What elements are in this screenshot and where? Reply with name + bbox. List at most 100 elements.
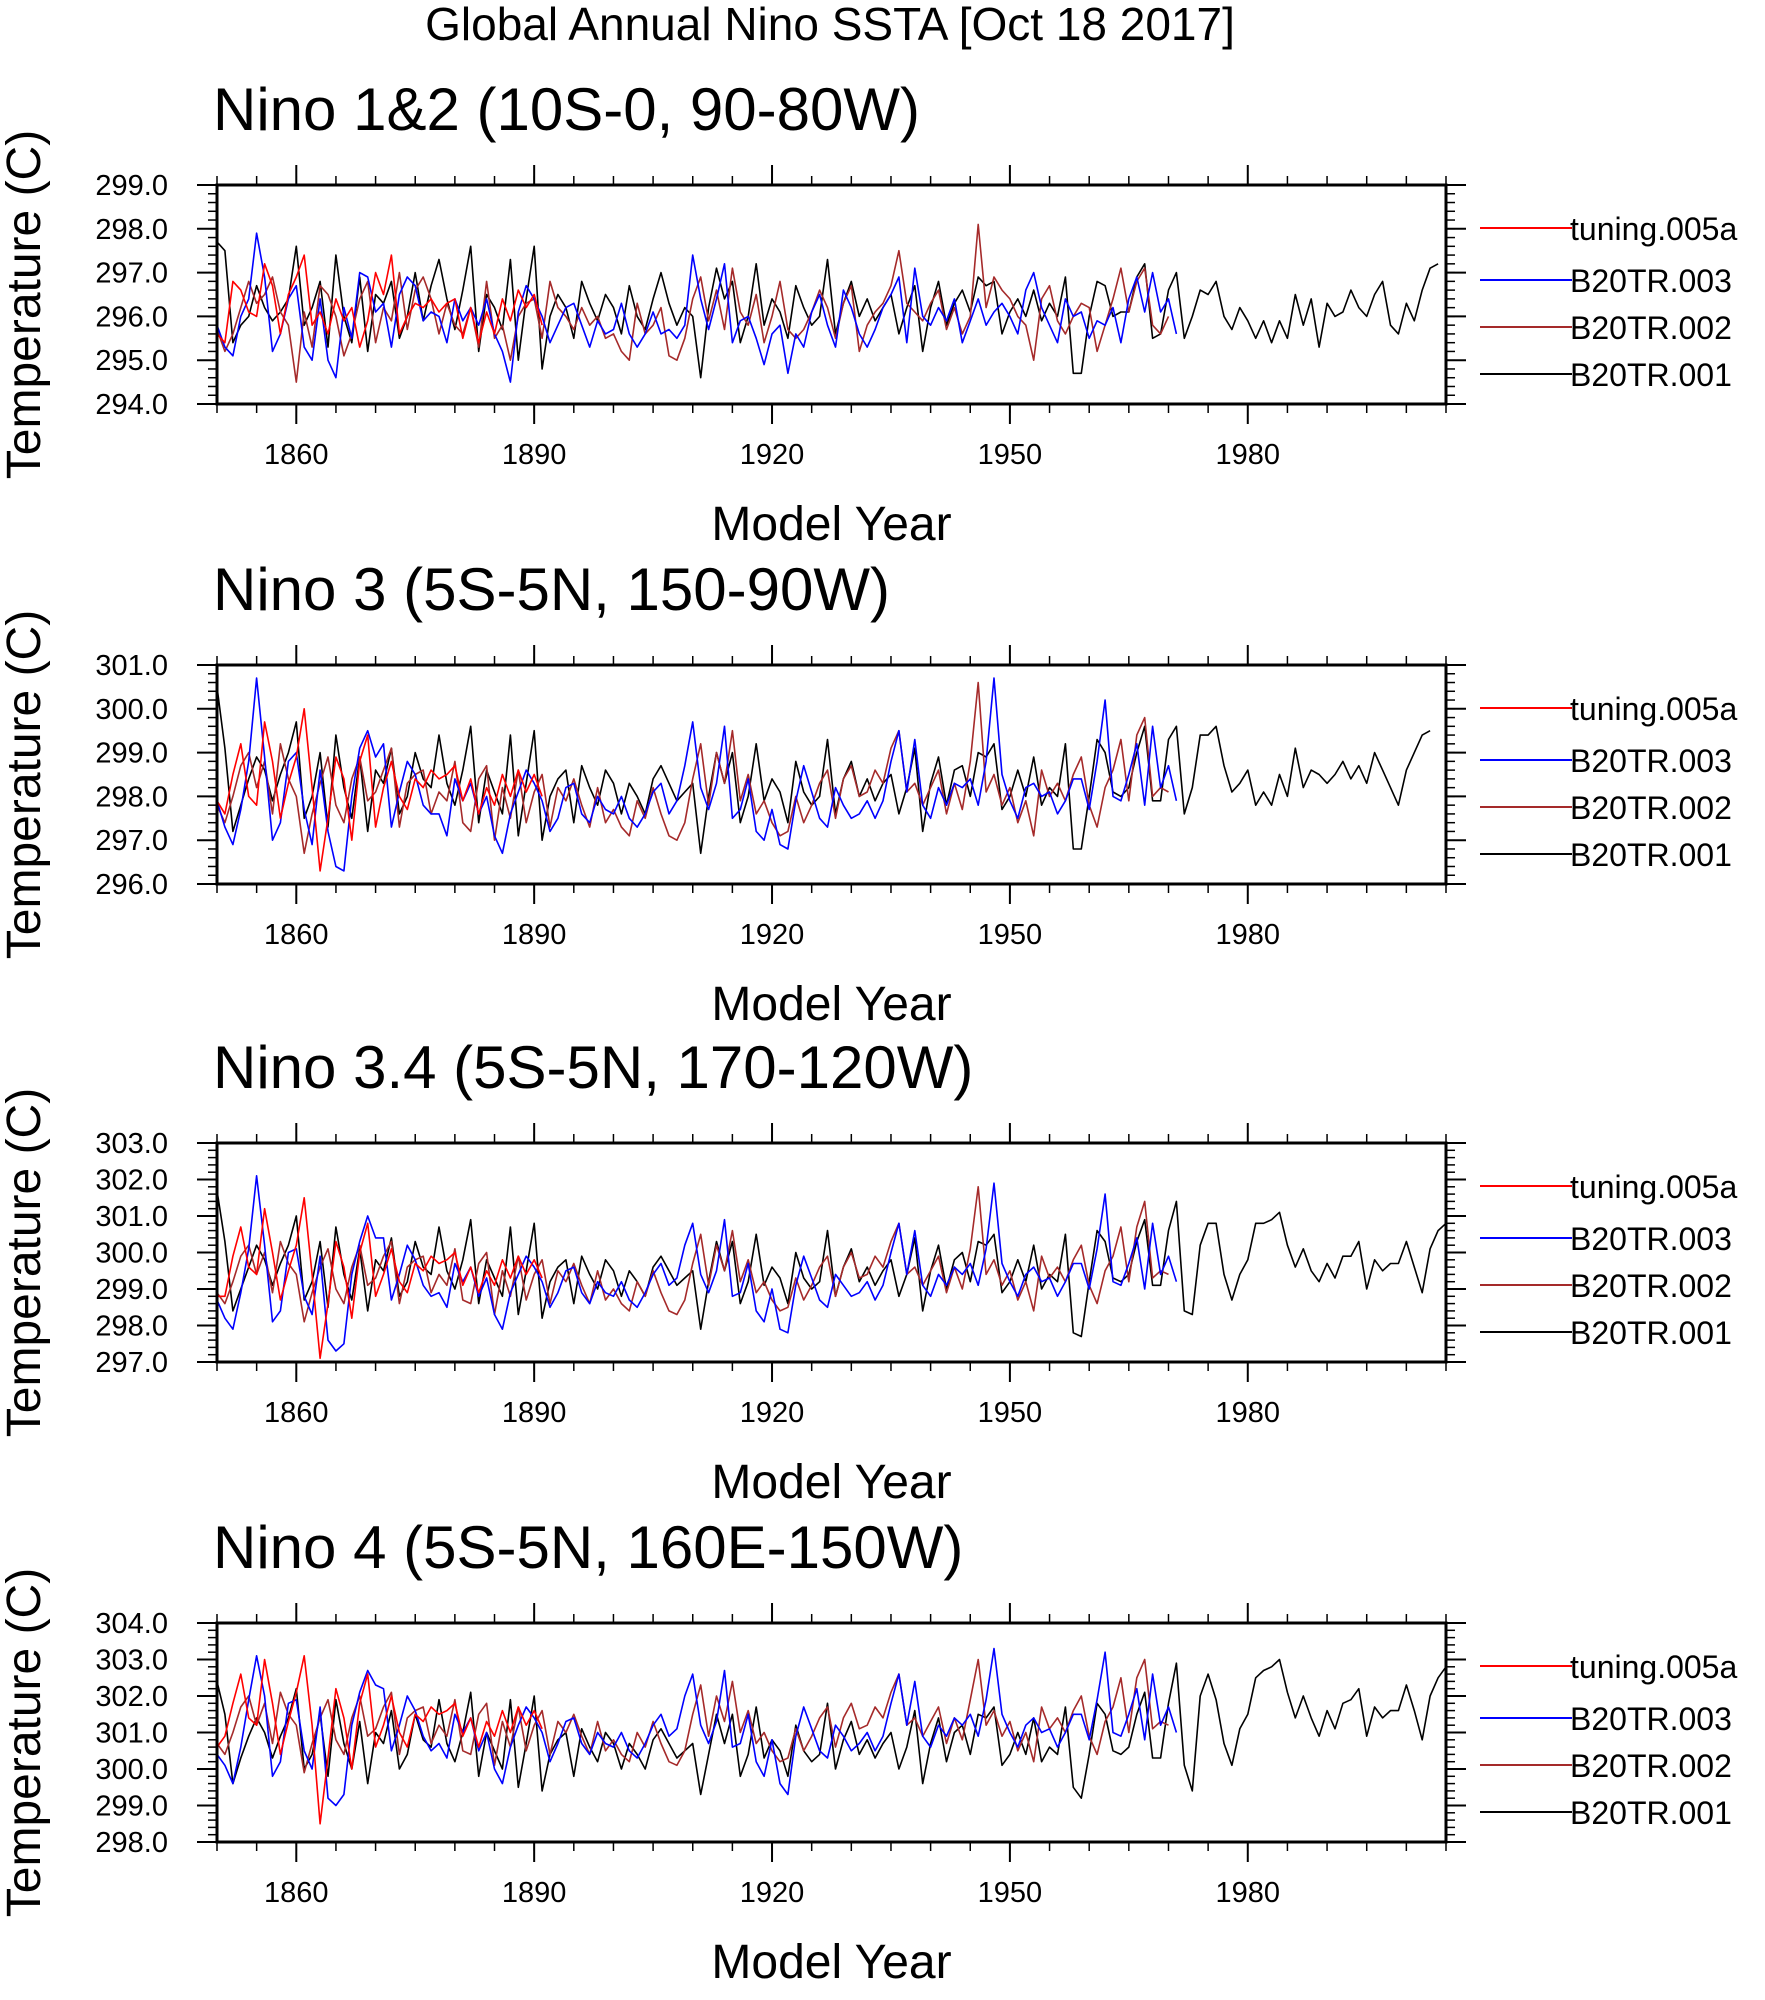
x-tick-label: 1890	[502, 1397, 567, 1429]
legend-label: B20TR.003	[1570, 263, 1732, 299]
x-tick-label: 1860	[264, 439, 329, 471]
series-line-b20tr-002	[216, 1186, 1169, 1323]
y-tick-label: 303.0	[95, 1128, 168, 1160]
panel-title: Nino 3 (5S-5N, 150-90W)	[213, 556, 890, 623]
x-axis-title: Model Year	[711, 978, 951, 1031]
x-tick-label: 1920	[740, 1877, 805, 1909]
legend-label: B20TR.001	[1570, 837, 1732, 873]
y-tick-label: 298.0	[95, 1827, 168, 1859]
legend-label: B20TR.002	[1570, 310, 1732, 346]
figure-title: Global Annual Nino SSTA [Oct 18 2017]	[425, 0, 1235, 50]
series-line-b20tr-001	[216, 686, 1431, 855]
series-line-b20tr-003	[216, 1175, 1178, 1352]
x-tick-label: 1950	[978, 1877, 1043, 1909]
legend-label: B20TR.003	[1570, 743, 1732, 779]
plot-frame	[215, 663, 1448, 886]
series-line-b20tr-003	[216, 1647, 1178, 1807]
y-tick-label: 299.0	[95, 1791, 168, 1823]
y-tick-label: 297.0	[95, 1347, 168, 1379]
panel-title: Nino 1&2 (10S-0, 90-80W)	[213, 76, 920, 143]
panel-title: Nino 3.4 (5S-5N, 170-120W)	[213, 1034, 973, 1101]
y-tick-label: 302.0	[95, 1165, 168, 1197]
legend-label: B20TR.002	[1570, 790, 1732, 826]
legend-label: B20TR.001	[1570, 1795, 1732, 1831]
x-tick-label: 1890	[502, 439, 567, 471]
x-tick-label: 1920	[740, 919, 805, 951]
y-tick-label: 302.0	[95, 1681, 168, 1713]
series-line-tuning-005a	[216, 1655, 543, 1825]
series-line-b20tr-001	[216, 1658, 1447, 1799]
x-tick-label: 1920	[740, 1397, 805, 1429]
x-axis-title: Model Year	[711, 1936, 951, 1989]
y-tick-label: 300.0	[95, 694, 168, 726]
x-tick-label: 1920	[740, 439, 805, 471]
legend-label: B20TR.003	[1570, 1221, 1732, 1257]
plot-frame	[215, 183, 1448, 406]
series-line-b20tr-002	[216, 223, 1170, 383]
plot-frame	[215, 1141, 1448, 1364]
series-line-b20tr-003	[216, 232, 1178, 383]
panel-nino-4: Nino 4 (5S-5N, 160E-150W) Temperature (C)…	[0, 1514, 1737, 1989]
legend-label: tuning.005a	[1570, 691, 1737, 727]
y-tick-label: 299.0	[95, 738, 168, 770]
series-line-b20tr-001	[216, 1190, 1447, 1338]
legend-label: tuning.005a	[1570, 1649, 1737, 1685]
x-axis-title: Model Year	[711, 498, 951, 551]
x-axis-title: Model Year	[711, 1456, 951, 1509]
series-line-b20tr-002	[216, 681, 1169, 855]
legend-label: tuning.005a	[1570, 211, 1737, 247]
y-tick-label: 298.0	[95, 1311, 168, 1343]
x-tick-label: 1860	[264, 1877, 329, 1909]
x-tick-label: 1980	[1216, 919, 1281, 951]
y-axis-title: Temperature (C)	[0, 1088, 51, 1437]
y-tick-label: 303.0	[95, 1645, 168, 1677]
series-line-b20tr-003	[216, 677, 1178, 872]
y-tick-label: 298.0	[95, 781, 168, 813]
plot-frame	[215, 1621, 1448, 1844]
x-tick-label: 1860	[264, 919, 329, 951]
y-axis-title: Temperature (C)	[0, 610, 51, 959]
x-tick-label: 1980	[1216, 439, 1281, 471]
x-tick-label: 1950	[978, 1397, 1043, 1429]
legend-label: B20TR.001	[1570, 357, 1732, 393]
legend-label: B20TR.002	[1570, 1268, 1732, 1304]
legend-label: tuning.005a	[1570, 1169, 1737, 1205]
y-tick-label: 296.0	[95, 869, 168, 901]
y-tick-label: 304.0	[95, 1608, 168, 1640]
y-tick-label: 297.0	[95, 258, 168, 290]
x-tick-label: 1890	[502, 919, 567, 951]
y-tick-label: 301.0	[95, 1201, 168, 1233]
y-tick-label: 300.0	[95, 1754, 168, 1786]
x-tick-label: 1980	[1216, 1397, 1281, 1429]
series-line-tuning-005a	[217, 1197, 543, 1360]
series-line-tuning-005a	[216, 707, 543, 872]
x-tick-label: 1950	[978, 919, 1043, 951]
panel-title: Nino 4 (5S-5N, 160E-150W)	[213, 1514, 963, 1581]
series-line-tuning-005a	[216, 254, 543, 348]
panel-nino-3: Nino 3 (5S-5N, 150-90W) Temperature (C) Mo…	[0, 556, 1737, 1031]
legend-label: B20TR.001	[1570, 1315, 1732, 1351]
y-tick-label: 294.0	[95, 389, 168, 421]
y-tick-label: 296.0	[95, 301, 168, 333]
y-tick-label: 299.0	[95, 1274, 168, 1306]
x-tick-label: 1950	[978, 439, 1043, 471]
y-tick-label: 299.0	[95, 170, 168, 202]
y-axis-title: Temperature (C)	[0, 1568, 51, 1917]
x-tick-label: 1890	[502, 1877, 567, 1909]
x-tick-label: 1980	[1216, 1877, 1281, 1909]
y-tick-label: 295.0	[95, 345, 168, 377]
legend-label: B20TR.003	[1570, 1701, 1732, 1737]
panel-nino-1-2: Nino 1&2 (10S-0, 90-80W) Temperature (C) M…	[0, 76, 1737, 551]
y-axis-title: Temperature (C)	[0, 130, 51, 479]
y-tick-label: 301.0	[95, 650, 168, 682]
y-tick-label: 300.0	[95, 1238, 168, 1270]
series-line-b20tr-002	[216, 1658, 1169, 1774]
x-tick-label: 1860	[264, 1397, 329, 1429]
y-tick-label: 301.0	[95, 1718, 168, 1750]
series-line-b20tr-001	[216, 241, 1439, 379]
panel-nino-3-4: Nino 3.4 (5S-5N, 170-120W) Temperature (C…	[0, 1034, 1737, 1509]
legend-label: B20TR.002	[1570, 1748, 1732, 1784]
y-tick-label: 298.0	[95, 214, 168, 246]
y-tick-label: 297.0	[95, 825, 168, 857]
